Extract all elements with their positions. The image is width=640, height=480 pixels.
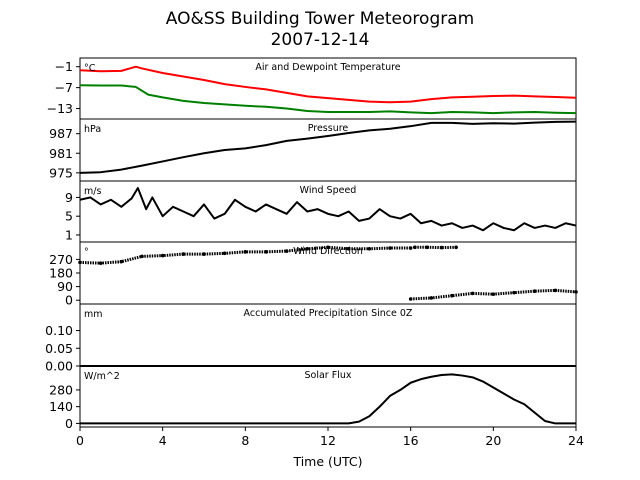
y-tick-label: −1 <box>55 59 73 74</box>
series-line-other <box>79 187 577 232</box>
y-tick-label: 0 <box>65 293 73 308</box>
series-line-temperature <box>79 65 577 104</box>
x-tick-label: 24 <box>568 433 584 448</box>
panel-unit-label: m/s <box>84 186 101 197</box>
x-tick-label: 12 <box>320 433 336 448</box>
panel-unit-label: ° <box>84 247 89 258</box>
series-line-dewpoint <box>79 84 577 115</box>
panel-title: Wind Direction <box>293 246 363 257</box>
y-tick-label: 5 <box>65 209 73 224</box>
series-line-other <box>80 373 576 425</box>
y-tick-label: 1 <box>65 227 73 242</box>
y-tick-label: 987 <box>49 126 73 141</box>
panel-title: Wind Speed <box>300 185 357 196</box>
panel-title: Pressure <box>308 123 349 134</box>
series-point <box>574 290 578 294</box>
series-point-band <box>79 245 411 265</box>
y-tick-label: 140 <box>49 399 73 414</box>
x-tick-label: 16 <box>403 433 419 448</box>
y-tick-label: 981 <box>49 146 73 161</box>
panel-unit-label: °C <box>84 63 96 74</box>
panel-unit-label: hPa <box>84 124 101 135</box>
x-axis-label: Time (UTC) <box>292 454 362 469</box>
panel-unit-label: W/m^2 <box>84 371 120 382</box>
y-tick-label: −13 <box>47 101 73 116</box>
panel-title: Air and Dewpoint Temperature <box>255 62 400 73</box>
y-tick-label: 90 <box>57 279 73 294</box>
chart-title: AO&SS Building Tower Meteorogram <box>166 9 474 29</box>
y-tick-label: 270 <box>49 252 73 267</box>
x-tick-label: 0 <box>76 433 84 448</box>
y-tick-label: −7 <box>55 80 73 95</box>
series-line-other <box>79 120 577 174</box>
chart-subtitle: 2007-12-14 <box>271 30 370 50</box>
x-tick-label: 8 <box>241 433 249 448</box>
x-tick-label: 4 <box>159 433 167 448</box>
panel-unit-label: mm <box>84 309 103 320</box>
y-tick-label: 0 <box>65 416 73 431</box>
panel-title: Solar Flux <box>305 370 352 381</box>
y-tick-label: 9 <box>65 190 73 205</box>
y-tick-label: 0.00 <box>45 359 73 374</box>
y-tick-label: 280 <box>49 382 73 397</box>
y-tick-label: 975 <box>49 165 73 180</box>
y-tick-label: 180 <box>49 266 73 281</box>
series-point-band <box>410 288 577 301</box>
y-tick-label: 0.10 <box>45 323 73 338</box>
panel-title: Accumulated Precipitation Since 0Z <box>244 308 413 319</box>
y-tick-label: 0.05 <box>45 341 73 356</box>
x-tick-label: 20 <box>485 433 501 448</box>
